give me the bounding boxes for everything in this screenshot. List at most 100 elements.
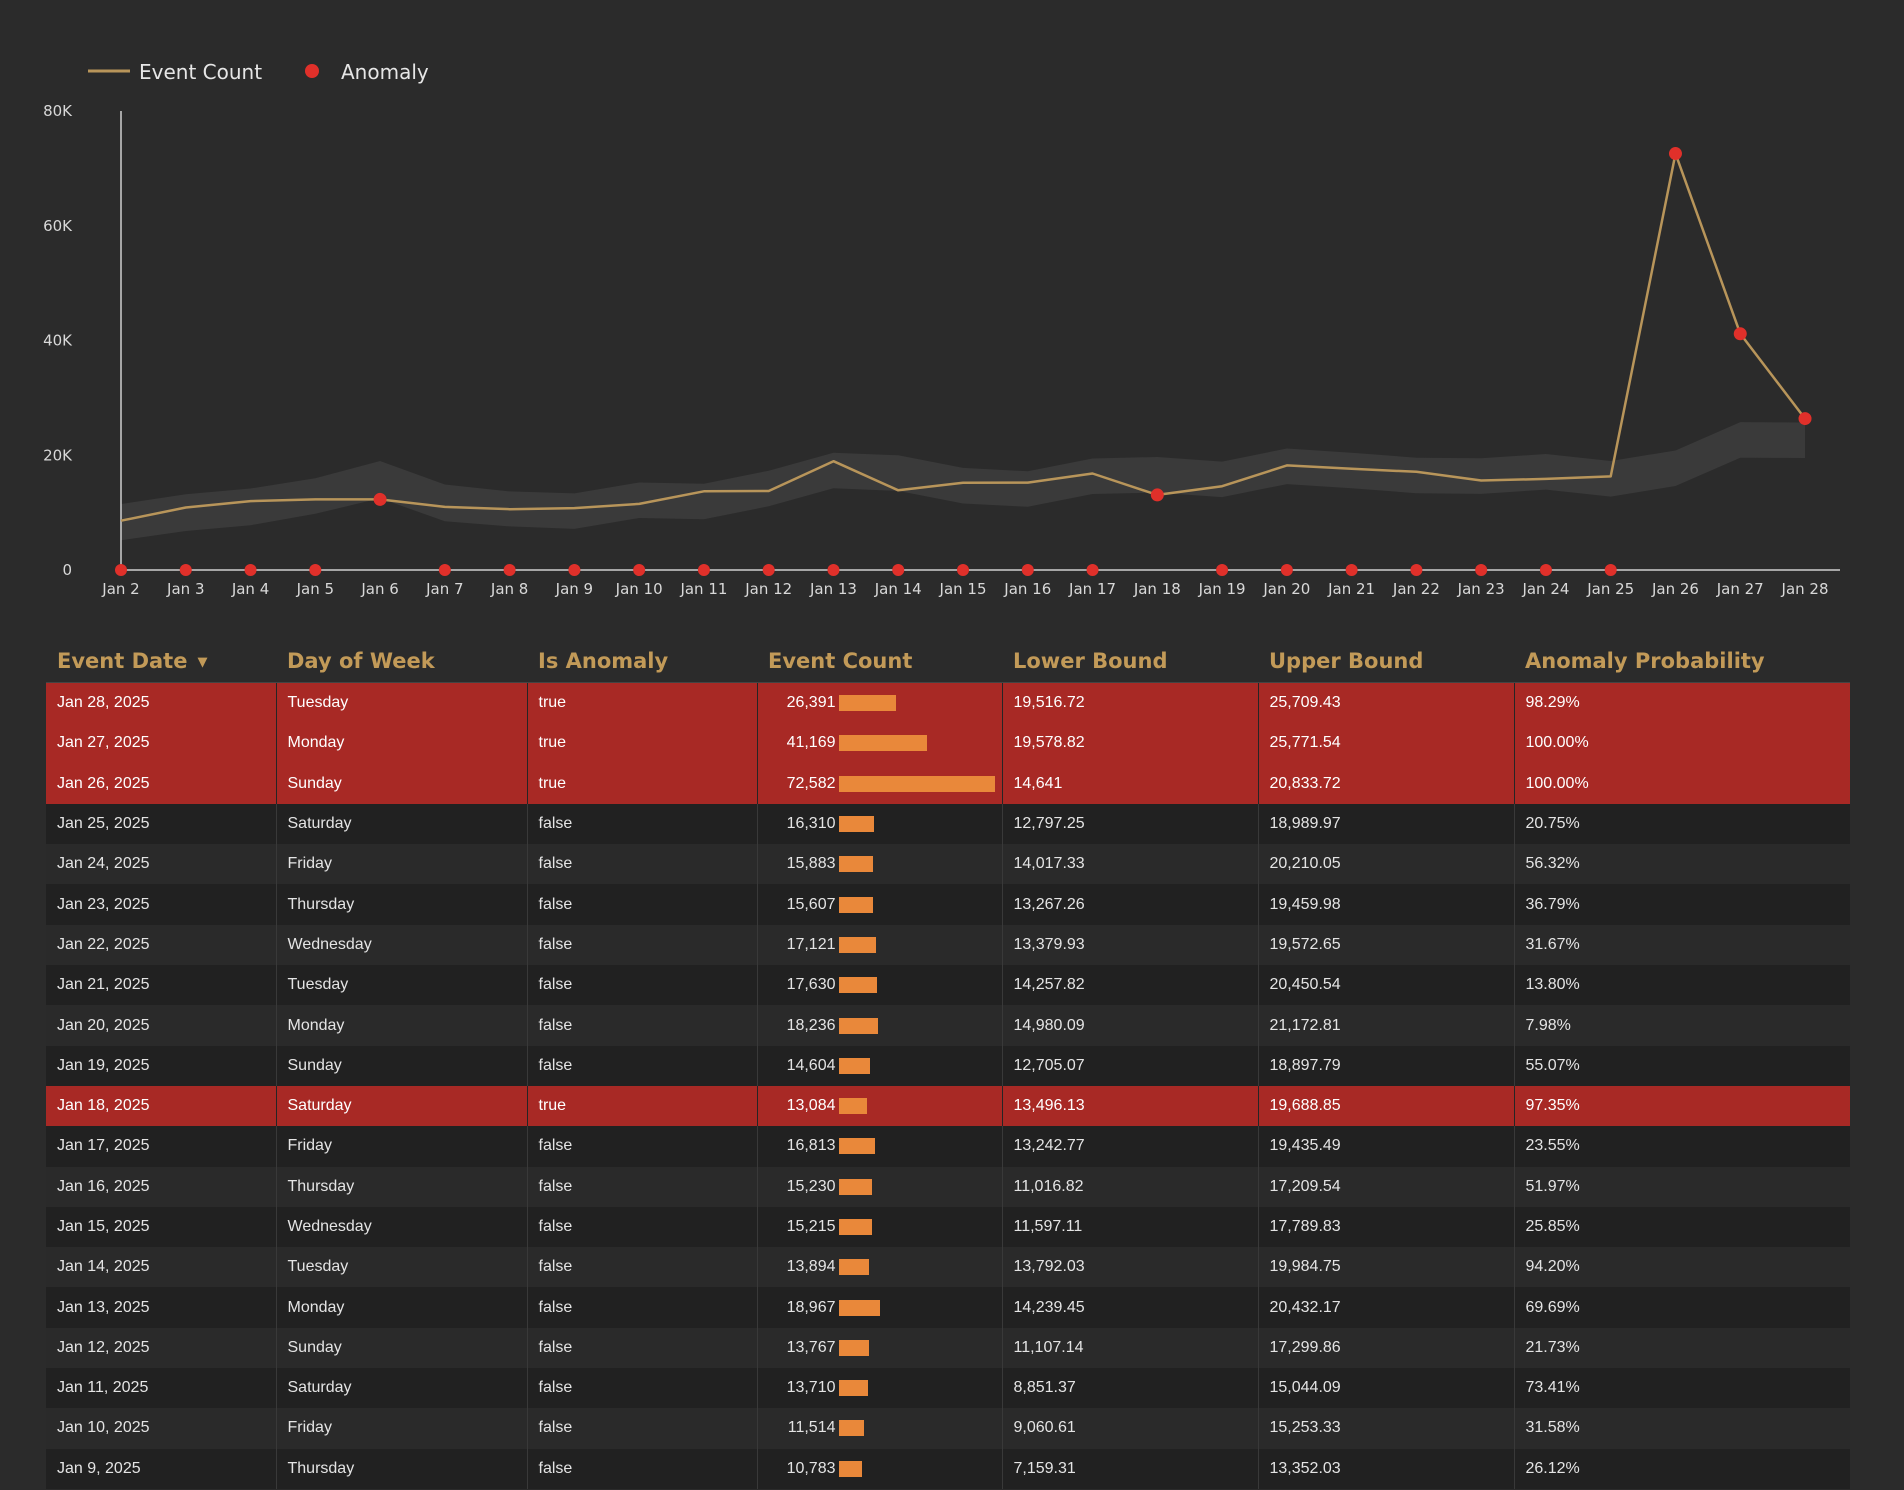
table-row[interactable]: Jan 23, 2025 Thursday false 15,607 13,267.26… <box>46 884 1850 925</box>
cell-event-date: Jan 22, 2025 <box>46 924 276 966</box>
cell-lower-bound: 13,242.77 <box>1001 1126 1258 1167</box>
baseline-marker <box>957 564 970 576</box>
cell-upper-bound: 19,688.85 <box>1257 1085 1514 1127</box>
cell-upper-bound: 18,989.97 <box>1257 803 1514 845</box>
event-count-value: 15,883 <box>786 855 836 873</box>
baseline-marker <box>309 564 322 576</box>
anomaly-chart: 0 20K 40K 60K 80K Jan 2 Jan 3 Jan 4 Jan 5 Jan 6 Ja… <box>0 0 1904 620</box>
header-event-date[interactable]: Event Date ▼ <box>46 640 276 683</box>
header-label: Is Anomaly <box>538 649 669 673</box>
cell-event-count: 16,813 <box>756 1126 1002 1167</box>
cell-is-anomaly: false <box>526 965 757 1006</box>
table-row[interactable]: Jan 17, 2025 Friday false 16,813 13,242.77 19… <box>46 1126 1850 1167</box>
header-day-of-week[interactable]: Day of Week <box>276 640 527 683</box>
event-count-value: 17,121 <box>786 935 836 953</box>
cell-lower-bound: 13,792.03 <box>1001 1247 1258 1288</box>
cell-event-count: 15,883 <box>756 844 1002 885</box>
header-is-anomaly[interactable]: Is Anomaly <box>527 640 757 683</box>
cell-is-anomaly: true <box>526 763 757 804</box>
event-count-value: 16,310 <box>786 815 836 833</box>
cell-day-of-week: Sunday <box>275 1045 527 1086</box>
cell-anomaly-probability: 55.07% <box>1513 1045 1850 1086</box>
x-tick-label: Jan 23 <box>1457 580 1505 598</box>
table-row[interactable]: Jan 20, 2025 Monday false 18,236 14,980.09 21… <box>46 1005 1850 1046</box>
table-row[interactable]: Jan 9, 2025 Thursday false 10,783 7,159.31 13… <box>46 1448 1850 1489</box>
baseline-marker <box>1086 564 1099 576</box>
event-count-value: 41,169 <box>786 734 836 752</box>
cell-event-date: Jan 28, 2025 <box>46 682 276 724</box>
cell-is-anomaly: false <box>526 1126 757 1167</box>
table-row[interactable]: Jan 24, 2025 Friday false 15,883 14,017.33 20… <box>46 844 1850 885</box>
y-tick-label: 20K <box>43 446 73 464</box>
cell-day-of-week: Thursday <box>275 1448 527 1489</box>
cell-is-anomaly: false <box>526 924 757 966</box>
event-count-value: 13,894 <box>786 1258 836 1276</box>
cell-upper-bound: 19,984.75 <box>1257 1247 1514 1288</box>
event-count-bar <box>838 1017 878 1034</box>
table-row[interactable]: Jan 16, 2025 Thursday false 15,230 11,016.82… <box>46 1166 1850 1207</box>
event-count-value: 26,391 <box>786 694 836 712</box>
x-tick-label: Jan 5 <box>296 580 334 598</box>
cell-day-of-week: Wednesday <box>275 924 527 966</box>
anomaly-point <box>1798 412 1812 426</box>
cell-anomaly-probability: 100.00% <box>1513 763 1850 804</box>
cell-lower-bound: 7,159.31 <box>1001 1448 1258 1489</box>
header-event-count[interactable]: Event Count <box>757 640 1002 683</box>
table-row[interactable]: Jan 26, 2025 Sunday true 72,582 14,641 20,833… <box>46 763 1850 804</box>
table-row[interactable]: Jan 27, 2025 Monday true 41,169 19,578.82 25,… <box>46 723 1850 764</box>
event-count-value: 11,514 <box>787 1419 836 1437</box>
table-row[interactable]: Jan 21, 2025 Tuesday false 17,630 14,257.82 2… <box>46 965 1850 1006</box>
cell-lower-bound: 11,107.14 <box>1001 1327 1258 1369</box>
table-row[interactable]: Jan 15, 2025 Wednesday false 15,215 11,597.1… <box>46 1206 1850 1248</box>
cell-event-count: 13,894 <box>756 1247 1002 1288</box>
x-tick-label: Jan 8 <box>490 580 528 598</box>
table-row[interactable]: Jan 13, 2025 Monday false 18,967 14,239.45 20… <box>46 1287 1850 1328</box>
table-row[interactable]: Jan 25, 2025 Saturday false 16,310 12,797.25… <box>46 803 1850 845</box>
cell-lower-bound: 11,597.11 <box>1001 1206 1258 1248</box>
table-row[interactable]: Jan 10, 2025 Friday false 11,514 9,060.61 15,… <box>46 1408 1850 1449</box>
event-count-bar <box>838 775 995 792</box>
table-row[interactable]: Jan 18, 2025 Saturday true 13,084 13,496.13 1… <box>46 1085 1850 1127</box>
x-tick-label: Jan 25 <box>1586 580 1634 598</box>
cell-upper-bound: 17,299.86 <box>1257 1327 1514 1369</box>
sort-desc-icon[interactable]: ▼ <box>197 654 208 670</box>
baseline-marker <box>568 564 581 576</box>
header-anomaly-probability[interactable]: Anomaly Probability <box>1514 640 1850 683</box>
x-tick-label: Jan 7 <box>425 580 463 598</box>
baseline-marker <box>1604 564 1617 576</box>
cell-event-date: Jan 14, 2025 <box>46 1247 276 1288</box>
cell-day-of-week: Friday <box>275 844 527 885</box>
table-row[interactable]: Jan 14, 2025 Tuesday false 13,894 13,792.03 1… <box>46 1247 1850 1288</box>
cell-lower-bound: 19,516.72 <box>1001 682 1258 724</box>
cell-anomaly-probability: 36.79% <box>1513 884 1850 925</box>
confidence-band <box>121 422 1805 541</box>
cell-lower-bound: 9,060.61 <box>1001 1408 1258 1449</box>
cell-event-date: Jan 19, 2025 <box>46 1045 276 1086</box>
table-row[interactable]: Jan 19, 2025 Sunday false 14,604 12,705.07 18… <box>46 1045 1850 1086</box>
header-lower-bound[interactable]: Lower Bound <box>1002 640 1258 683</box>
cell-day-of-week: Saturday <box>275 1368 527 1409</box>
header-upper-bound[interactable]: Upper Bound <box>1258 640 1514 683</box>
cell-day-of-week: Monday <box>275 1005 527 1046</box>
cell-day-of-week: Tuesday <box>275 1247 527 1288</box>
table-row[interactable]: Jan 12, 2025 Sunday false 13,767 11,107.14 17… <box>46 1327 1850 1369</box>
table-row[interactable]: Jan 11, 2025 Saturday false 13,710 8,851.37 1… <box>46 1368 1850 1409</box>
cell-event-date: Jan 12, 2025 <box>46 1327 276 1369</box>
event-count-value: 18,967 <box>786 1298 836 1316</box>
table-row[interactable]: Jan 28, 2025 Tuesday true 26,391 19,516.72 25… <box>46 682 1850 724</box>
cell-event-date: Jan 24, 2025 <box>46 844 276 885</box>
cell-day-of-week: Wednesday <box>275 1206 527 1248</box>
table-row[interactable]: Jan 22, 2025 Wednesday false 17,121 13,379.9… <box>46 924 1850 966</box>
cell-event-count: 72,582 <box>756 763 1002 804</box>
cell-anomaly-probability: 94.20% <box>1513 1247 1850 1288</box>
cell-event-date: Jan 10, 2025 <box>46 1408 276 1449</box>
event-count-bar <box>838 816 874 833</box>
event-count-value: 16,813 <box>786 1137 836 1155</box>
cell-anomaly-probability: 7.98% <box>1513 1005 1850 1046</box>
event-count-bar <box>838 1420 864 1437</box>
cell-lower-bound: 14,239.45 <box>1001 1287 1258 1328</box>
baseline-marker <box>697 564 710 576</box>
cell-upper-bound: 13,352.03 <box>1257 1448 1514 1489</box>
cell-event-count: 15,607 <box>756 884 1002 925</box>
anomaly-table: Event Date ▼ Day of Week Is Anomaly Event… <box>46 640 1850 1489</box>
